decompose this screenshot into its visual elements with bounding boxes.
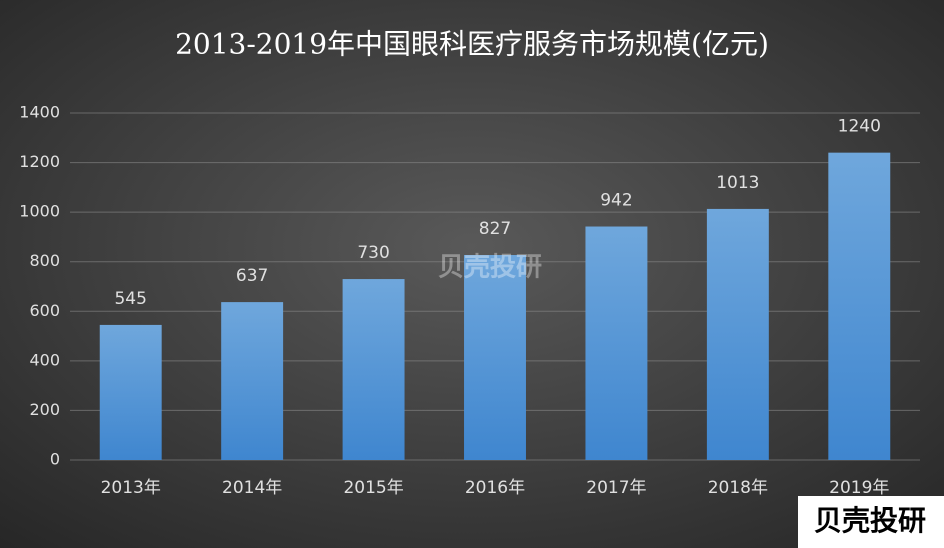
- data-label: 545: [114, 289, 146, 309]
- y-tick-label: 600: [29, 301, 60, 320]
- y-tick-label: 400: [29, 350, 60, 369]
- bar: [342, 279, 405, 460]
- chart-title: 2013-2019年中国眼科医疗服务市场规模(亿元): [175, 28, 769, 61]
- x-tick-label: 2014年: [222, 478, 282, 498]
- x-tick-label: 2015年: [343, 478, 403, 498]
- data-label: 942: [600, 191, 632, 211]
- data-label: 827: [479, 219, 511, 239]
- x-tick-label: 2013年: [101, 478, 161, 498]
- y-tick-label: 200: [29, 400, 60, 419]
- bar: [828, 152, 891, 460]
- bar: [99, 324, 162, 460]
- bar: [221, 302, 284, 460]
- bar: [706, 208, 769, 460]
- x-tick-label: 2018年: [708, 478, 768, 498]
- data-label: 1240: [838, 117, 881, 137]
- data-label: 637: [236, 266, 268, 286]
- data-label: 730: [357, 243, 389, 263]
- bar: [585, 226, 648, 460]
- x-tick-label: 2019年: [829, 478, 889, 498]
- x-tick-label: 2017年: [586, 478, 646, 498]
- y-tick-label: 1200: [19, 152, 60, 171]
- bar: [464, 255, 526, 460]
- y-tick-label: 800: [29, 251, 60, 270]
- watermark-center: 贝壳投研: [438, 253, 542, 283]
- y-tick-label: 0: [50, 450, 60, 469]
- watermark: 贝壳投研: [814, 504, 926, 537]
- y-tick-label: 1000: [19, 202, 60, 221]
- y-tick-label: 1400: [19, 103, 60, 122]
- data-label: 1013: [716, 173, 759, 193]
- watermark-box: [798, 496, 944, 548]
- x-tick-label: 2016年: [465, 478, 525, 498]
